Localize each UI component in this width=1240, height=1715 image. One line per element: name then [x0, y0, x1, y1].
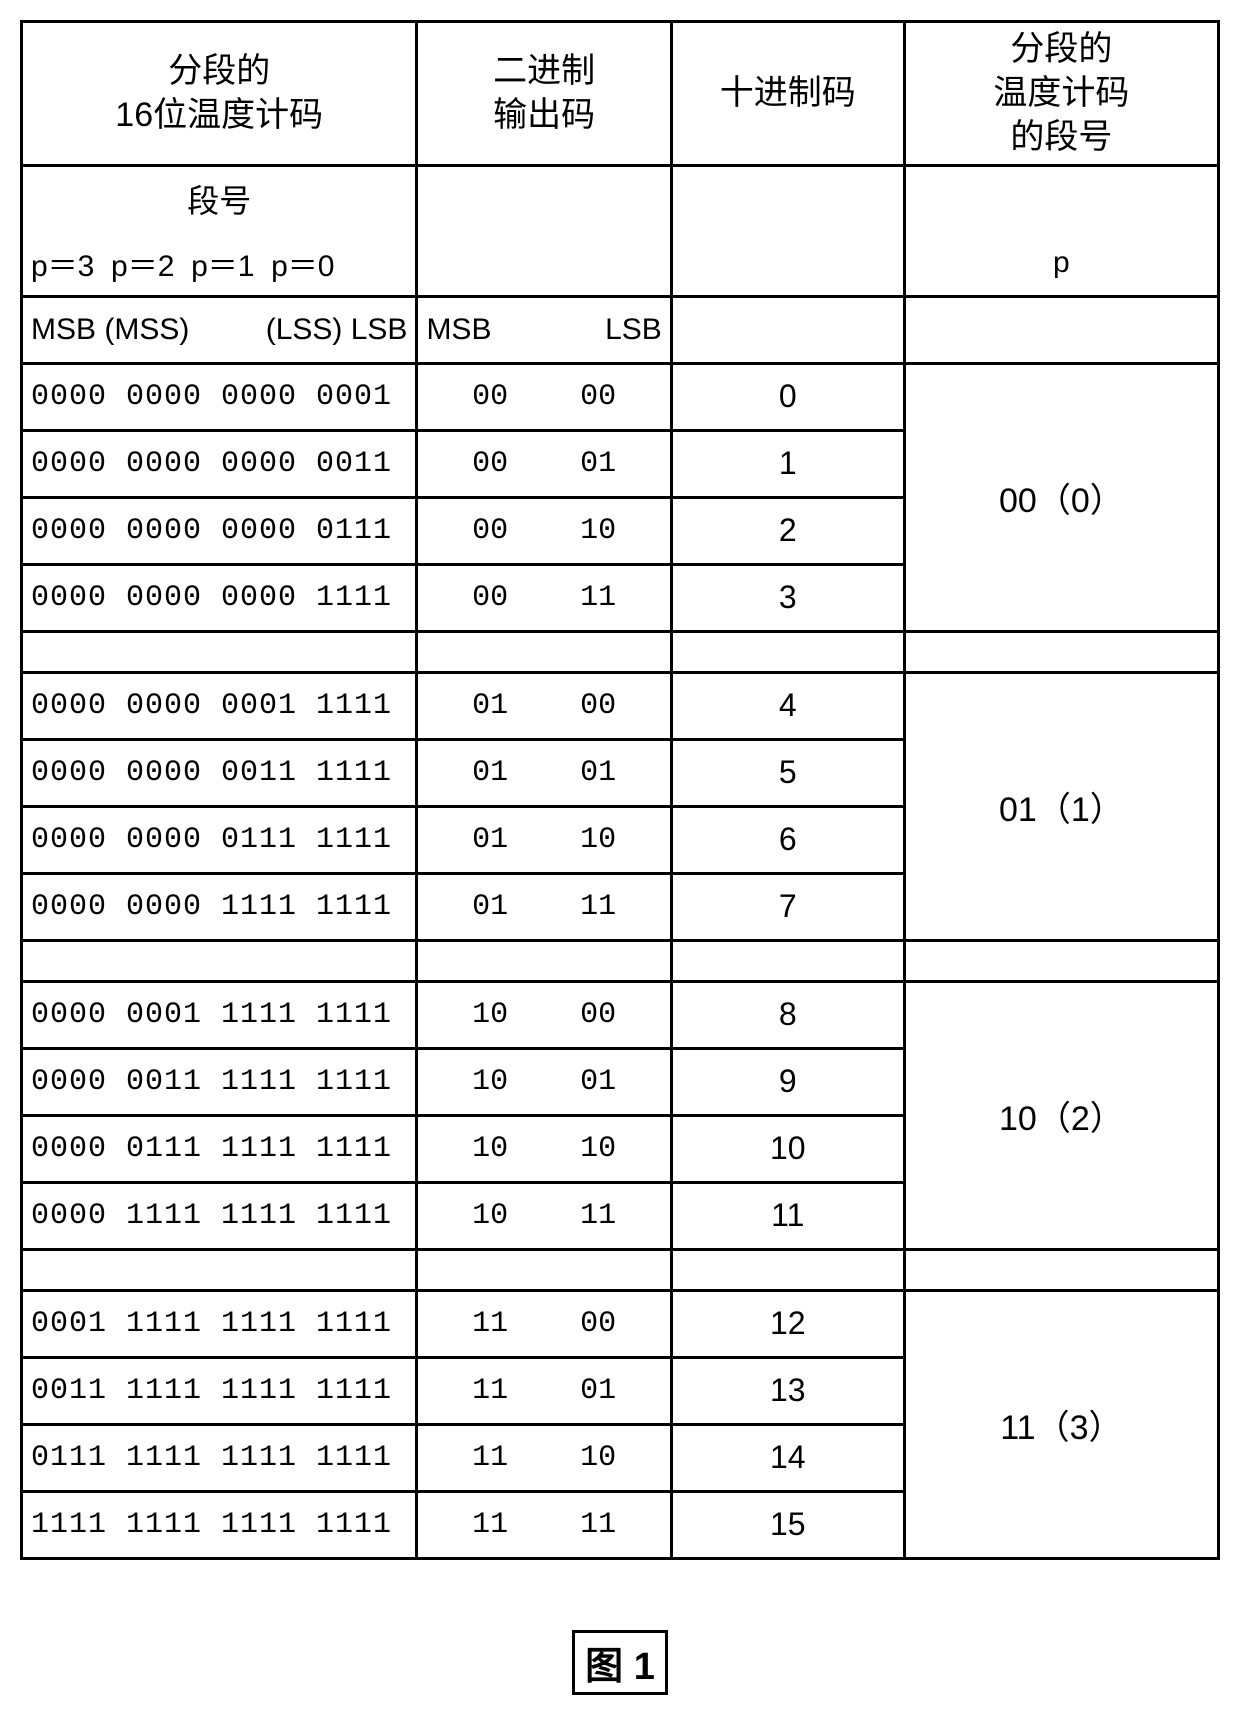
cell-decimal: 7 [671, 873, 904, 940]
cell-thermo: 0001 1111 1111 1111 [22, 1290, 417, 1357]
cell-binary: 01 00 [417, 672, 671, 739]
cell-decimal: 14 [671, 1424, 904, 1491]
subheader-blank-seg [904, 165, 1218, 231]
spacer-row [22, 940, 1219, 981]
header-segment: 分段的温度计码的段号 [904, 22, 1218, 166]
cell-segment: 11（3） [904, 1290, 1218, 1558]
cell-thermo: 0000 0000 0111 1111 [22, 806, 417, 873]
cell-thermo: 0000 0000 0000 0111 [22, 497, 417, 564]
cell-decimal: 5 [671, 739, 904, 806]
subheader-blank-bin [417, 165, 671, 296]
cell-decimal: 10 [671, 1115, 904, 1182]
cell-thermo: 0000 0000 0000 0011 [22, 430, 417, 497]
cell-decimal: 11 [671, 1182, 904, 1249]
cell-binary: 00 00 [417, 363, 671, 430]
spacer-row [22, 631, 1219, 672]
cell-decimal: 1 [671, 430, 904, 497]
cell-segment: 10（2） [904, 981, 1218, 1249]
msb-lsb-seg-blank [904, 296, 1218, 363]
cell-decimal: 2 [671, 497, 904, 564]
cell-binary: 10 11 [417, 1182, 671, 1249]
table-row: 0000 0001 1111 111110 00810（2） [22, 981, 1219, 1048]
cell-decimal: 15 [671, 1491, 904, 1558]
cell-thermo: 0000 0000 0000 0001 [22, 363, 417, 430]
cell-binary: 00 11 [417, 564, 671, 631]
cell-binary: 11 10 [417, 1424, 671, 1491]
cell-thermo: 0000 1111 1111 1111 [22, 1182, 417, 1249]
table-row: 0001 1111 1111 111111 001211（3） [22, 1290, 1219, 1357]
cell-segment: 01（1） [904, 672, 1218, 940]
cell-binary: 00 10 [417, 497, 671, 564]
cell-thermo: 0000 0000 0001 1111 [22, 672, 417, 739]
table-row: 0000 0000 0001 111101 00401（1） [22, 672, 1219, 739]
msb-lsb-bin: MSBLSB [417, 296, 671, 363]
cell-binary: 11 00 [417, 1290, 671, 1357]
cell-decimal: 9 [671, 1048, 904, 1115]
subheader-segno: 段号 [22, 165, 417, 231]
cell-thermo: 0111 1111 1111 1111 [22, 1424, 417, 1491]
cell-binary: 01 11 [417, 873, 671, 940]
cell-binary: 11 01 [417, 1357, 671, 1424]
header-thermo: 分段的16位温度计码 [22, 22, 417, 166]
cell-binary: 10 01 [417, 1048, 671, 1115]
cell-thermo: 0000 0011 1111 1111 [22, 1048, 417, 1115]
cell-binary: 01 10 [417, 806, 671, 873]
cell-thermo: 0000 0111 1111 1111 [22, 1115, 417, 1182]
cell-segment: 00（0） [904, 363, 1218, 631]
cell-thermo: 0000 0000 0011 1111 [22, 739, 417, 806]
subheader-p: p [904, 231, 1218, 297]
cell-decimal: 0 [671, 363, 904, 430]
cell-decimal: 6 [671, 806, 904, 873]
cell-decimal: 12 [671, 1290, 904, 1357]
msb-lsb-dec-blank [671, 296, 904, 363]
cell-thermo: 0000 0000 0000 1111 [22, 564, 417, 631]
header-decimal: 十进制码 [671, 22, 904, 166]
cell-thermo: 1111 1111 1111 1111 [22, 1491, 417, 1558]
cell-decimal: 4 [671, 672, 904, 739]
cell-thermo: 0011 1111 1111 1111 [22, 1357, 417, 1424]
cell-decimal: 13 [671, 1357, 904, 1424]
subheader-p-labels: p＝3 p＝2 p＝1 p＝0 [22, 231, 417, 297]
cell-binary: 01 01 [417, 739, 671, 806]
table-row: 0000 0000 0000 000100 00000（0） [22, 363, 1219, 430]
cell-binary: 00 01 [417, 430, 671, 497]
msb-lsb-thermo: MSB (MSS)(LSS) LSB [22, 296, 417, 363]
cell-binary: 10 00 [417, 981, 671, 1048]
code-table: 分段的16位温度计码二进制输出码十进制码分段的温度计码的段号段号p＝3 p＝2 … [20, 20, 1220, 1560]
spacer-row [22, 1249, 1219, 1290]
cell-thermo: 0000 0001 1111 1111 [22, 981, 417, 1048]
figure-caption: 图 1 [20, 1630, 1220, 1695]
header-binary: 二进制输出码 [417, 22, 671, 166]
cell-thermo: 0000 0000 1111 1111 [22, 873, 417, 940]
cell-binary: 11 11 [417, 1491, 671, 1558]
cell-binary: 10 10 [417, 1115, 671, 1182]
cell-decimal: 3 [671, 564, 904, 631]
cell-decimal: 8 [671, 981, 904, 1048]
subheader-blank-dec [671, 165, 904, 296]
